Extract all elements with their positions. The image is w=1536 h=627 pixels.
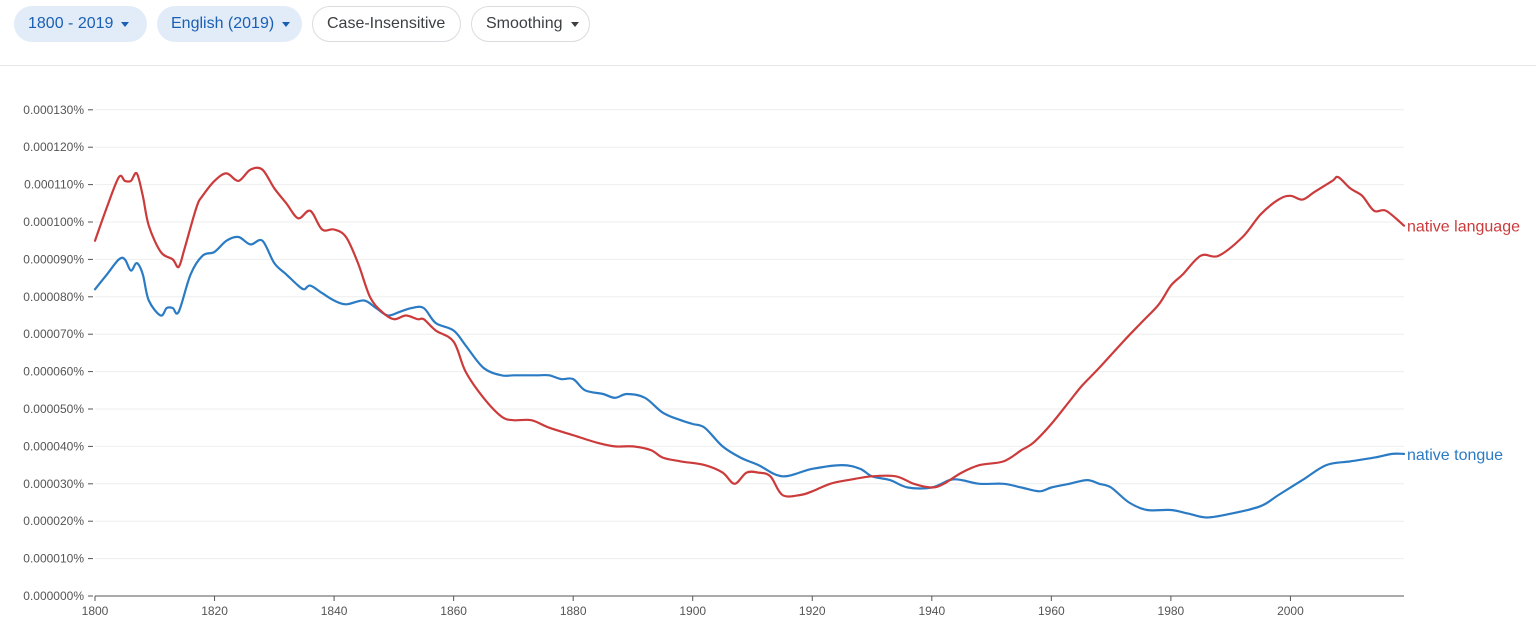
y-tick-label: 0.000020%: [23, 514, 84, 528]
y-tick-label: 0.000060%: [23, 365, 84, 379]
series-label-native-language: native language: [1407, 219, 1520, 236]
y-tick-label: 0.000110%: [24, 178, 84, 192]
corpus-label: English (2019): [171, 15, 275, 32]
y-tick-label: 0.000100%: [23, 215, 84, 229]
y-tick-label: 0.000010%: [23, 552, 84, 566]
x-tick-label: 1820: [201, 604, 228, 618]
chevron-down-icon: [121, 22, 130, 27]
y-tick-label: 0.000030%: [23, 477, 84, 491]
axes: 0.000000% 0.000010% 0.000020% 0.000030% 0.00…: [23, 103, 1404, 618]
x-tick-label: 1980: [1158, 604, 1185, 618]
x-tick-label: 1940: [918, 604, 945, 618]
smoothing-dropdown[interactable]: Smoothing: [471, 6, 590, 42]
toolbar: 1800 - 2019 English (2019) Case-Insensit…: [0, 0, 1536, 66]
y-tick-label: 0.000040%: [23, 439, 84, 453]
case-insensitive-label: Case-Insensitive: [327, 15, 446, 32]
y-tick-label: 0.000130%: [23, 103, 84, 117]
y-tick-label: 0.000000%: [23, 589, 84, 603]
x-tick-label: 1900: [679, 604, 706, 618]
series-line-native-language: [93, 166, 1406, 498]
series-line-native-tongue: [93, 235, 1406, 519]
series-lines: [93, 166, 1406, 519]
series-label-native-tongue: native tongue: [1407, 447, 1503, 464]
x-tick-label: 1960: [1038, 604, 1065, 618]
y-tick-label: 0.000120%: [23, 140, 84, 154]
smoothing-label: Smoothing: [486, 15, 563, 32]
y-tick-label: 0.000080%: [23, 290, 84, 304]
x-tick-label: 1920: [799, 604, 826, 618]
year-range-label: 1800 - 2019: [28, 15, 114, 32]
chevron-down-icon: [282, 22, 291, 27]
x-tick-label: 1800: [82, 604, 109, 618]
chevron-down-icon: [570, 22, 579, 27]
x-tick-label: 2000: [1277, 604, 1304, 618]
ngram-chart: 0.000000% 0.000010% 0.000020% 0.000030% 0.00…: [23, 103, 1520, 618]
y-tick-label: 0.000090%: [23, 252, 84, 266]
x-tick-label: 1860: [440, 604, 467, 618]
year-range-dropdown[interactable]: 1800 - 2019: [14, 6, 147, 42]
y-tick-label: 0.000070%: [23, 327, 84, 341]
corpus-dropdown[interactable]: English (2019): [157, 6, 302, 42]
y-tick-label: 0.000050%: [23, 402, 84, 416]
x-tick-label: 1840: [321, 604, 348, 618]
case-insensitive-toggle[interactable]: Case-Insensitive: [312, 6, 461, 42]
x-tick-label: 1880: [560, 604, 587, 618]
series-labels: native tongue native language: [1407, 219, 1520, 464]
grid-lines: [95, 109, 1404, 560]
